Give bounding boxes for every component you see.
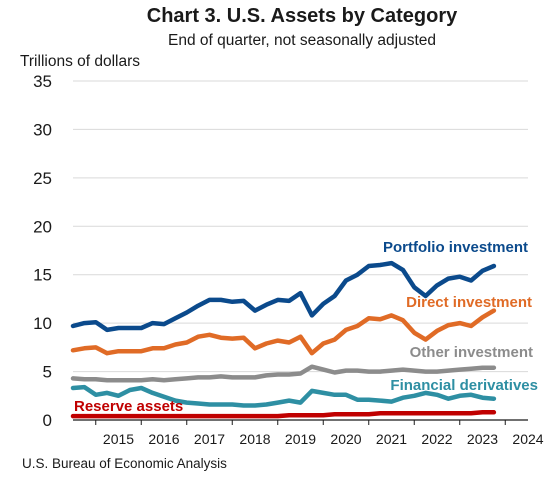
series-line-portfolio-investment [70, 260, 497, 333]
series-line-financial-derivatives [70, 384, 497, 408]
x-tick-label: 2018 [239, 431, 270, 447]
x-axis-ticks: 2015 2016 2017 2018 2019 2020 2021 2022 2023 2024 [95, 420, 544, 447]
y-tick-label: 20 [33, 217, 52, 236]
x-tick-label: 2024 [512, 431, 543, 447]
y-tick-label: 5 [43, 363, 52, 382]
series-label-financial-derivatives: Financial derivatives [390, 377, 538, 394]
x-tick-label: 2021 [376, 431, 407, 447]
x-tick-label: 2023 [467, 431, 498, 447]
series-line-reserve-assets [70, 410, 497, 419]
x-tick-label: 2016 [148, 431, 179, 447]
chart-subtitle: End of quarter, not seasonally adjusted [168, 32, 436, 49]
x-tick-label: 2022 [421, 431, 452, 447]
series-label-direct-investment: Direct investment [406, 294, 532, 311]
series-line-other-investment [70, 364, 497, 383]
y-axis-ticks: 0 5 10 15 20 25 30 35 [33, 72, 52, 430]
y-tick-label: 10 [33, 314, 52, 333]
x-tick-label: 2019 [285, 431, 316, 447]
series-label-other-investment: Other investment [410, 344, 533, 361]
y-tick-label: 15 [33, 266, 52, 285]
series-line-direct-investment [70, 308, 497, 356]
y-tick-label: 30 [33, 120, 52, 139]
y-tick-label: 0 [43, 411, 52, 430]
x-tick-label: 2017 [194, 431, 225, 447]
y-tick-label: 25 [33, 169, 52, 188]
series-label-portfolio-investment: Portfolio investment [383, 239, 528, 256]
y-axis-label: Trillions of dollars [20, 53, 140, 70]
x-tick-label: 2020 [330, 431, 361, 447]
series-label-reserve-assets: Reserve assets [74, 398, 183, 415]
x-tick-label: 2015 [103, 431, 134, 447]
series-lines [70, 260, 497, 419]
chart-title: Chart 3. U.S. Assets by Category [147, 5, 458, 27]
y-tick-label: 35 [33, 72, 52, 91]
series-labels: Portfolio investment Direct investment Oth… [74, 239, 538, 415]
source-note: U.S. Bureau of Economic Analysis [22, 456, 227, 471]
